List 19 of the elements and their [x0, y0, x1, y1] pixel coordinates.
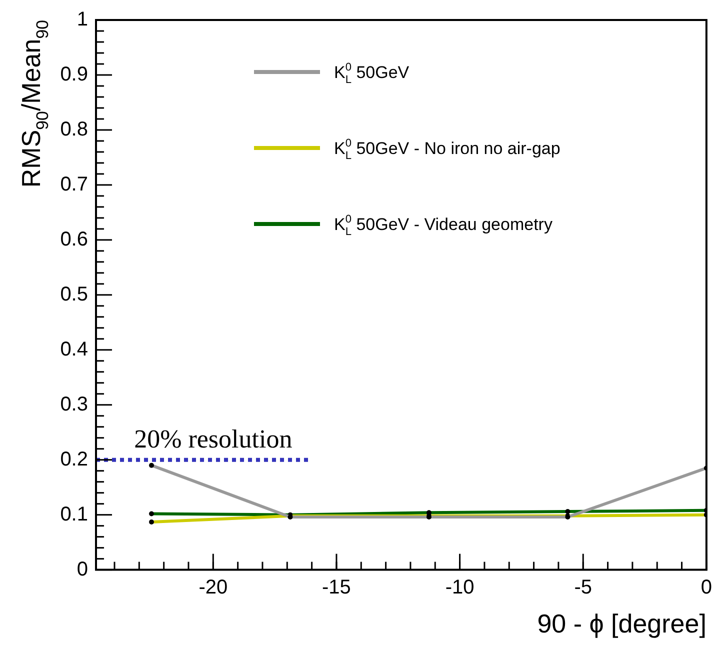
y-tick-label: 0.7 [60, 173, 88, 196]
y-tick-label: 0.9 [60, 63, 88, 86]
annotation: 20% resolution [134, 424, 292, 454]
x-tick-label: -10 [445, 576, 474, 598]
x-tick-label: -15 [322, 576, 351, 598]
y-tick-label: 0 [76, 558, 88, 580]
x-tick-label: -5 [574, 576, 592, 598]
y-axis-title: RMS90/Mean90 [16, 20, 52, 188]
y-tick-label: 0.5 [60, 283, 88, 306]
y-tick-label: 0.1 [60, 503, 88, 526]
y-tick-label: 0.8 [60, 118, 88, 140]
y-tick-label: 0.6 [60, 228, 88, 250]
y-tick-label: 1 [76, 8, 88, 31]
y-tick-label: 0.4 [60, 338, 88, 360]
x-tick-label: 0 [700, 576, 712, 598]
x-axis-title: 90 - ϕ [degree] [537, 608, 706, 639]
y-tick-label: 0.3 [60, 393, 88, 416]
x-tick-label: -20 [198, 576, 228, 598]
y-tick-label: 0.2 [60, 448, 88, 470]
